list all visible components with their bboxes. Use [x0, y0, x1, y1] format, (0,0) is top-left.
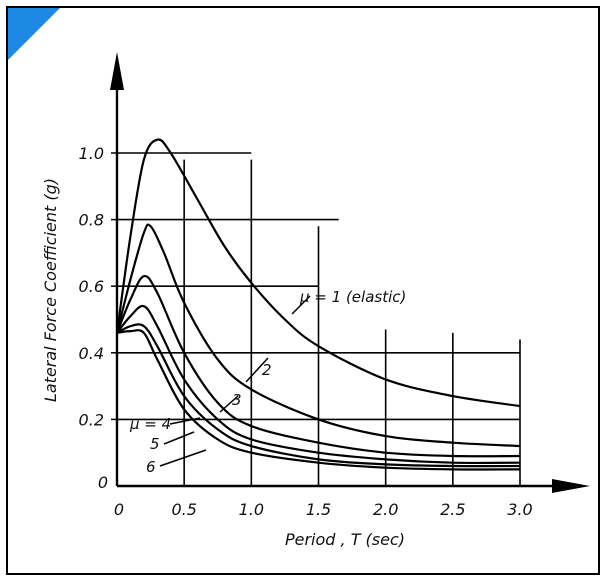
curve-annotation: 3 — [232, 391, 242, 409]
grid — [117, 152, 521, 486]
curve-series — [115, 138, 521, 408]
labels: Period , T (sec) Lateral Force Coefficie… — [41, 178, 405, 549]
annotation-leader — [219, 395, 239, 413]
x-tick-label: 1.0 — [239, 500, 264, 519]
x-tick-label: 2.5 — [440, 500, 465, 519]
curve-annotation: 6 — [146, 458, 156, 476]
annotation-leader — [245, 357, 269, 383]
tick-labels: 0 0.5 1.0 1.5 2.0 2.5 3.0 0 0.2 0.4 0.6 0.8 1.0 — [79, 144, 533, 519]
x-tick-label: 0.5 — [171, 500, 196, 519]
curve-series — [116, 304, 521, 465]
curve-annotation: 2 — [262, 361, 272, 379]
curve-annotation: μ = 1 (elastic) — [299, 288, 406, 306]
curve-series — [115, 223, 521, 448]
x-axis-label: Period , T (sec) — [285, 530, 405, 549]
curve-series — [116, 329, 521, 471]
figure-frame — [6, 6, 600, 575]
y-tick-label: 0.2 — [79, 410, 104, 429]
annotation-leader — [169, 417, 201, 425]
annotation-leader — [163, 431, 195, 445]
x-axis-arrow — [552, 479, 590, 493]
x-tick-label: 1.5 — [306, 500, 331, 519]
curve-annotation: μ = 4 — [129, 415, 171, 433]
curve-annotation: 5 — [150, 435, 160, 453]
curve-annotations: μ = 1 (elastic) 2 3 μ = 4 5 6 — [129, 288, 406, 476]
y-axis-arrow — [110, 52, 124, 90]
x-tick-label: 3.0 — [507, 500, 532, 519]
curve-series — [116, 323, 521, 468]
y-axis-label: Lateral Force Coefficient (g) — [41, 178, 60, 402]
annotation-leader — [159, 449, 207, 467]
curve-series — [115, 274, 521, 458]
x-tick-label: 2.0 — [373, 500, 398, 519]
axes — [110, 52, 590, 493]
annotation-leader — [291, 295, 311, 315]
curves — [115, 138, 521, 471]
y-tick-label: 0 — [98, 473, 108, 492]
corner-decoration — [8, 8, 60, 60]
y-tick-label: 1.0 — [79, 144, 104, 163]
x-tick-label: 0 — [114, 500, 124, 519]
y-tick-label: 0.6 — [79, 277, 104, 296]
y-tick-label: 0.4 — [79, 344, 104, 363]
y-tick-label: 0.8 — [79, 211, 104, 230]
